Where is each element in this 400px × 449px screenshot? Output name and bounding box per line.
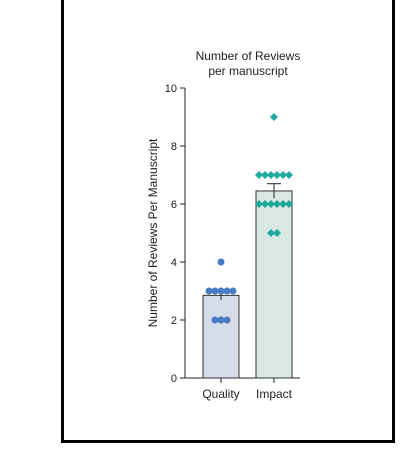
x-tick-label-impact: Impact [256, 387, 293, 401]
point-quality [217, 316, 225, 324]
chart-title-line-1: Number of Reviews [196, 49, 301, 63]
point-impact [267, 229, 275, 237]
y-tick-label: 6 [171, 199, 177, 211]
point-impact [279, 171, 287, 179]
point-impact [279, 200, 287, 208]
chart-title-line-2: per manuscript [208, 64, 288, 78]
y-tick-label: 8 [171, 141, 177, 153]
chart-title: Number of Reviews per manuscript [196, 49, 301, 78]
y-tick-label: 4 [171, 257, 177, 269]
point-impact [285, 200, 293, 208]
point-impact [267, 200, 275, 208]
y-tick-label: 2 [171, 315, 177, 327]
point-impact [255, 200, 263, 208]
point-quality [223, 316, 231, 324]
point-impact [261, 171, 269, 179]
point-impact [273, 200, 281, 208]
point-quality [217, 258, 225, 266]
point-impact [270, 113, 278, 121]
point-quality [223, 287, 231, 295]
point-impact [267, 171, 275, 179]
point-impact [285, 171, 293, 179]
bars-group [202, 183, 293, 379]
point-quality [229, 287, 237, 295]
point-impact [273, 229, 281, 237]
y-tick-label: 0 [171, 373, 177, 385]
point-quality [217, 287, 225, 295]
point-impact [255, 171, 263, 179]
point-impact [261, 200, 269, 208]
y-axis-label: Number of Reviews Per Manuscript [146, 138, 160, 327]
points-group [205, 113, 293, 324]
point-quality [211, 287, 219, 295]
bar-quality [202, 294, 240, 379]
point-quality [205, 287, 213, 295]
bar-impact [255, 190, 293, 379]
point-quality [211, 316, 219, 324]
point-impact [273, 171, 281, 179]
y-tick-label: 10 [165, 83, 177, 95]
x-tick-label-quality: Quality [202, 387, 239, 401]
